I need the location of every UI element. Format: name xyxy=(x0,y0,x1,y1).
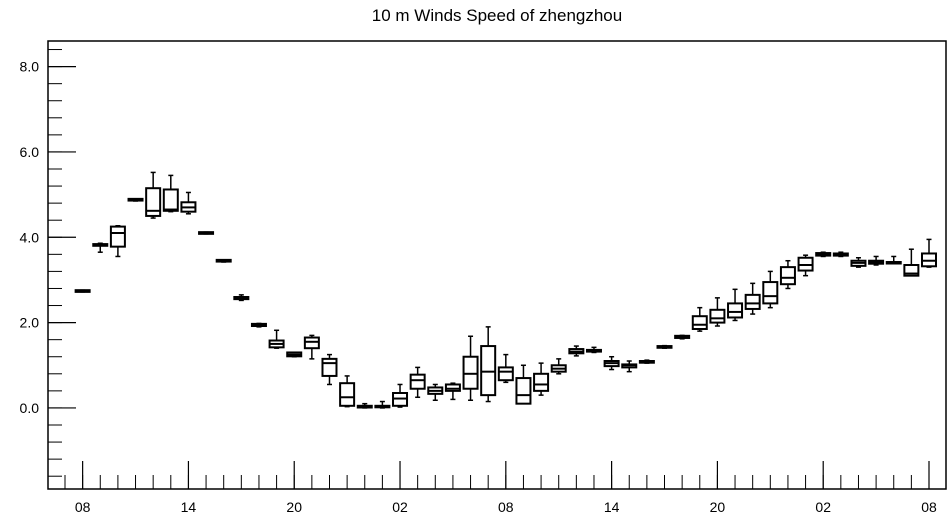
box-whisker xyxy=(339,375,356,408)
box-whisker xyxy=(674,334,691,340)
x-tick-label: 02 xyxy=(815,499,831,515)
box-whisker xyxy=(462,335,479,402)
box-whisker xyxy=(74,289,91,293)
y-tick-label: 0.0 xyxy=(20,400,40,416)
box-whisker xyxy=(303,334,320,360)
y-tick-label: 2.0 xyxy=(20,315,40,331)
box-iqr xyxy=(744,293,761,310)
y-tick-label: 6.0 xyxy=(20,144,40,160)
box-whisker xyxy=(656,344,673,349)
box-whisker xyxy=(850,256,867,268)
box-iqr xyxy=(444,383,461,392)
box-whisker xyxy=(638,359,655,364)
box-whisker xyxy=(515,364,532,405)
box-iqr xyxy=(903,264,920,277)
box-whisker xyxy=(109,224,126,258)
box-whisker xyxy=(921,238,937,268)
box-iqr xyxy=(533,372,550,392)
box-whisker xyxy=(568,345,585,357)
x-tick-label: 02 xyxy=(392,499,408,515)
box-whisker xyxy=(162,174,179,213)
axes-layer xyxy=(47,40,947,490)
box-whisker xyxy=(215,258,232,263)
x-tick-label: 08 xyxy=(75,499,91,515)
box-whisker xyxy=(444,382,461,401)
box-whisker xyxy=(727,288,744,322)
box-whisker xyxy=(585,346,602,354)
x-tick-label: 14 xyxy=(604,499,620,515)
box-whisker xyxy=(815,251,832,258)
box-whisker xyxy=(180,191,197,215)
box-whisker xyxy=(268,329,285,349)
box-whisker xyxy=(286,351,303,358)
x-tick-label: 08 xyxy=(498,499,514,515)
box-whisker xyxy=(427,383,444,402)
chart-title: 10 m Winds Speed of zhengzhou xyxy=(371,6,623,25)
box-whisker xyxy=(779,259,796,290)
box-iqr xyxy=(480,345,497,397)
box-whisker xyxy=(709,297,726,327)
box-whisker xyxy=(497,353,514,384)
box-whisker xyxy=(744,282,761,315)
y-tick-label: 8.0 xyxy=(20,59,40,75)
x-tick-label: 14 xyxy=(181,499,197,515)
box-iqr xyxy=(321,357,338,377)
box-whisker xyxy=(797,254,814,277)
box-whisker xyxy=(868,255,885,266)
box-iqr xyxy=(339,382,356,407)
box-iqr xyxy=(762,281,779,305)
y-tick-label: 4.0 xyxy=(20,229,40,245)
box-iqr xyxy=(109,225,126,248)
labels-layer: 0.0 2.0 4.0 6.0 8.0 08 14 20 02 08 14 20 02 08 xyxy=(20,59,937,515)
box-whisker xyxy=(885,255,902,265)
box-whisker xyxy=(92,242,109,253)
x-tick-label: 20 xyxy=(286,499,302,515)
box-iqr xyxy=(779,266,796,286)
box-iqr xyxy=(162,188,179,212)
box-iqr xyxy=(727,302,744,319)
box-whisker xyxy=(603,355,620,371)
box-whisker xyxy=(691,306,708,332)
box-whisker xyxy=(392,383,409,408)
box-whisker xyxy=(832,251,849,258)
box-whisker xyxy=(374,400,391,409)
box-iqr xyxy=(709,308,726,324)
box-iqr xyxy=(515,377,532,405)
plot-frame xyxy=(47,40,947,490)
box-whisker xyxy=(550,358,567,375)
box-whisker xyxy=(250,322,267,328)
box-whisker xyxy=(127,197,144,202)
box-whisker xyxy=(409,366,426,399)
box-whisker xyxy=(480,326,497,403)
x-tick-label: 08 xyxy=(921,499,937,515)
box-whisker xyxy=(533,362,550,396)
box-iqr xyxy=(145,187,162,217)
box-whisker xyxy=(321,353,338,386)
boxes-layer xyxy=(74,171,937,409)
box-whisker xyxy=(903,248,920,277)
box-whisker xyxy=(356,402,373,409)
x-tick-label: 20 xyxy=(710,499,726,515)
box-whisker xyxy=(233,294,250,302)
box-whisker xyxy=(145,171,162,219)
box-iqr xyxy=(462,355,479,390)
box-whisker xyxy=(198,231,215,235)
box-whisker xyxy=(762,270,779,309)
box-whisker xyxy=(621,360,638,373)
box-iqr xyxy=(691,315,708,331)
box-iqr xyxy=(409,373,426,390)
box-iqr xyxy=(303,336,320,350)
box-iqr xyxy=(497,366,514,382)
